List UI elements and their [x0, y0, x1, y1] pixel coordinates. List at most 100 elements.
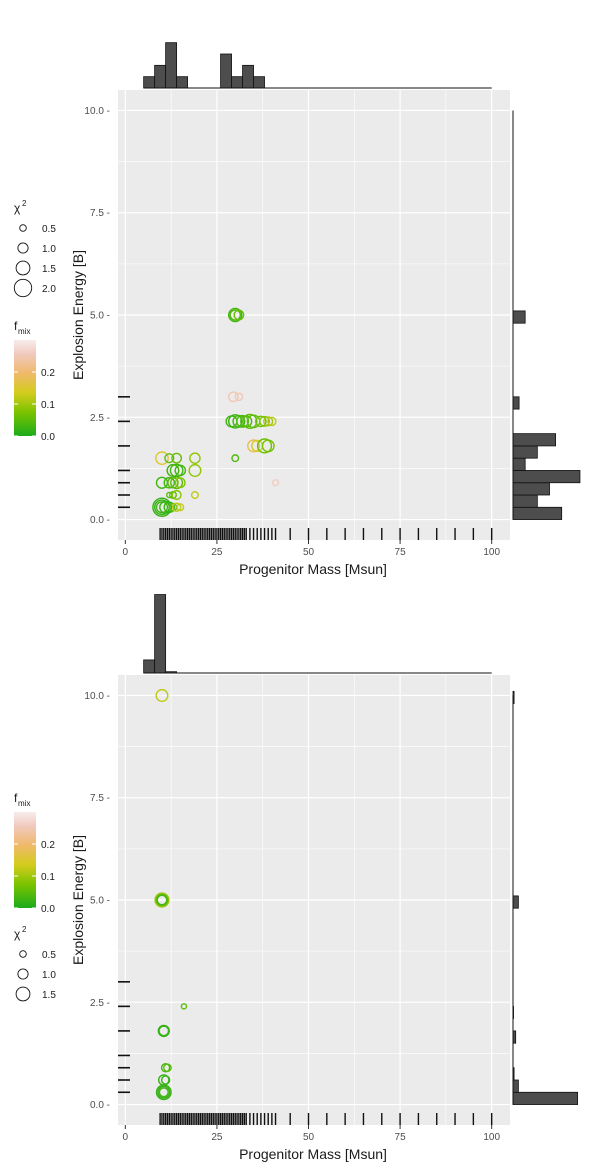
- data-point: [160, 1063, 171, 1073]
- legend-chi2-key: [19, 224, 27, 232]
- x-tick-label: 50: [303, 1132, 315, 1143]
- y-hist-bar: [512, 445, 538, 459]
- data-point: [229, 309, 242, 321]
- legend-chi2-key: [15, 986, 31, 1002]
- x-hist-bar: [143, 76, 156, 89]
- data-point: [156, 894, 168, 906]
- x-hist-bar: [143, 659, 156, 674]
- legend-fmix-colorbar: [14, 340, 36, 436]
- legend-chi2-label: 2.0: [42, 284, 56, 295]
- y-tick-label: 0.0 -: [90, 1100, 110, 1111]
- y-hist-bar: [512, 470, 581, 484]
- legend-chi2-key: [17, 968, 29, 980]
- y-hist-bar: [512, 1091, 579, 1105]
- rug-y: [118, 396, 130, 509]
- x-hist-bar: [165, 42, 178, 89]
- x-hist-bar: [253, 76, 265, 89]
- legend-chi2-key: [15, 260, 31, 276]
- legend: χ 2 0.5 1.0 1.5 2.0 f mix 0.2 0.1 0.0: [13, 199, 56, 443]
- legend-fmix-title-subscript: mix: [18, 799, 30, 808]
- y-tick-label: 0.0 -: [90, 515, 110, 526]
- y-tick-label: 5.0 -: [90, 896, 110, 907]
- data-point: [158, 1087, 169, 1098]
- y-tick-label: 10.0 -: [84, 691, 110, 702]
- y-axis-title: Explosion Energy [B]: [70, 835, 86, 965]
- y-axis-title: Explosion Energy [B]: [70, 250, 86, 380]
- y-hist-bar: [512, 506, 563, 520]
- scatter-points: [152, 307, 280, 518]
- data-point: [256, 438, 273, 454]
- y-marginal-histogram: [512, 690, 579, 1105]
- data-point: [227, 307, 243, 323]
- x-axis-title: Progenitor Mass [Msun]: [239, 1146, 387, 1162]
- data-point: [190, 491, 199, 500]
- y-hist-bar: [512, 396, 520, 410]
- data-point: [155, 688, 169, 702]
- x-axis-title: Progenitor Mass [Msun]: [239, 561, 387, 577]
- data-point: [163, 476, 176, 489]
- legend-fmix-title: f: [14, 319, 18, 333]
- legend-chi2-label: 1.0: [42, 244, 56, 255]
- data-point: [155, 893, 169, 907]
- data-point: [163, 1063, 172, 1073]
- y-hist-bar: [512, 895, 519, 909]
- x-tick-label: 0: [123, 1132, 129, 1143]
- x-hist-bar: [220, 53, 232, 89]
- data-point: [261, 439, 275, 453]
- x-marginal-histogram: [143, 42, 492, 89]
- chart-bottom: 0 25 50 75 100 0.0 - 2.5 - 5.0 - 7.5 - 10.0 - Pro…: [14, 594, 579, 1162]
- data-point: [164, 453, 175, 464]
- grid: [118, 90, 510, 540]
- legend-chi2-label: 1.0: [42, 970, 56, 981]
- x-hist-bar: [242, 64, 254, 89]
- data-point: [157, 1024, 170, 1038]
- y-tick-label: 2.5 -: [90, 413, 110, 424]
- data-point: [154, 892, 170, 908]
- data-point: [155, 501, 169, 514]
- x-tick-label: 50: [303, 547, 315, 558]
- legend-chi2-key: [13, 278, 33, 298]
- legend-chi2-title: χ: [14, 201, 21, 215]
- x-tick-label: 100: [483, 547, 500, 558]
- data-point: [169, 463, 184, 478]
- legend-chi2-title-superscript: 2: [22, 199, 27, 208]
- data-point: [158, 1025, 170, 1037]
- legend: f mix 0.2 0.1 0.0 χ 2 0.5 1.0 1.5: [14, 791, 56, 1002]
- data-point: [160, 1075, 171, 1085]
- axis-ticks: 0 25 50 75 100 0.0 - 2.5 - 5.0 - 7.5 - 10.0 -: [84, 691, 500, 1143]
- data-point: [155, 451, 169, 466]
- scatter-points: [154, 688, 188, 1101]
- legend-fmix-colorbar: [14, 812, 36, 908]
- rug-x: [159, 1113, 493, 1125]
- x-hist-bar: [176, 76, 189, 89]
- y-tick-label: 7.5 -: [90, 793, 110, 804]
- data-point: [247, 439, 261, 453]
- data-point: [231, 454, 240, 463]
- legend-chi2-key: [17, 242, 29, 254]
- x-tick-label: 100: [483, 1132, 500, 1143]
- data-point: [171, 452, 183, 464]
- legend-chi2-key: [19, 950, 27, 958]
- data-point: [255, 415, 267, 428]
- data-point: [236, 414, 250, 428]
- y-hist-bar: [512, 433, 557, 447]
- legend-chi2-title-superscript: 2: [22, 925, 27, 934]
- legend-fmix-label: 0.0: [41, 432, 55, 443]
- grid: [118, 675, 510, 1125]
- legend-fmix-title: f: [14, 791, 18, 805]
- legend-chi2-title: χ: [14, 927, 21, 941]
- x-tick-label: 75: [395, 547, 407, 558]
- data-point: [259, 415, 270, 427]
- data-point: [171, 502, 182, 512]
- data-point: [174, 477, 186, 489]
- data-point: [233, 309, 245, 321]
- axis-ticks: 0 25 50 75 100 0.0 - 2.5 - 5.0 - 7.5 - 10.0 -: [84, 106, 500, 558]
- data-point: [174, 464, 187, 477]
- data-point: [171, 489, 182, 501]
- data-point: [267, 416, 277, 427]
- legend-fmix-label: 0.1: [41, 872, 55, 883]
- y-hist-bar: [512, 494, 538, 508]
- legend-fmix-label: 0.2: [41, 368, 55, 379]
